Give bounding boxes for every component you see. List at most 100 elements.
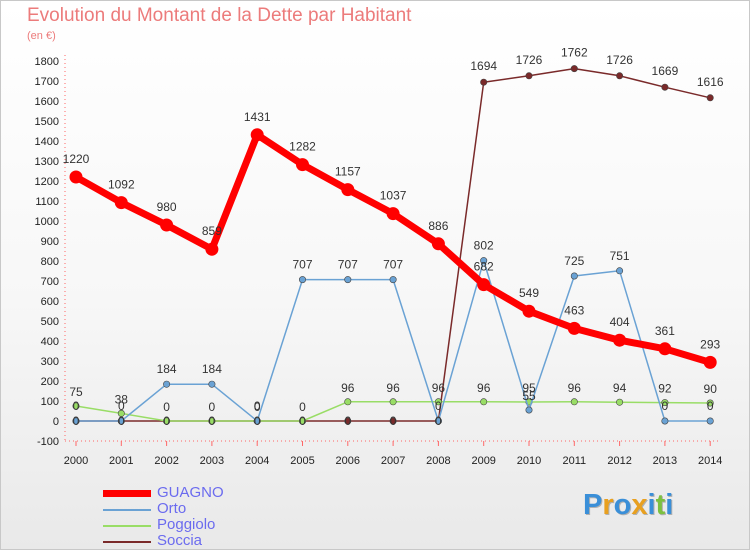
data-label-orto: 802 xyxy=(474,239,494,253)
data-label-orto: 0 xyxy=(73,399,80,413)
data-label-orto: 707 xyxy=(292,258,312,272)
data-label-orto: 725 xyxy=(564,254,584,268)
data-label-soccia: 1694 xyxy=(470,59,497,73)
data-point-orto xyxy=(72,417,80,425)
data-point-soccia xyxy=(570,65,578,73)
data-label-poggiolo: 96 xyxy=(386,381,400,395)
x-tick-label: 2004 xyxy=(245,455,269,467)
legend-label: Orto xyxy=(157,500,187,517)
data-label-orto: 184 xyxy=(202,362,222,376)
data-point-soccia xyxy=(525,72,533,80)
data-label-guagno: 682 xyxy=(474,260,494,274)
x-tick-label: 2014 xyxy=(698,455,722,467)
y-tick-label: 1300 xyxy=(35,156,59,168)
data-point-poggiolo xyxy=(389,398,397,406)
x-tick-label: 2008 xyxy=(426,455,450,467)
data-label-soccia: 1726 xyxy=(606,53,633,67)
data-label-guagno: 404 xyxy=(610,315,630,329)
data-label-orto: 707 xyxy=(338,258,358,272)
x-tick-label: 2002 xyxy=(154,455,178,467)
legend-item-orto: Orto xyxy=(103,500,363,518)
data-label-guagno: 980 xyxy=(157,200,177,214)
data-point-orto xyxy=(616,267,624,275)
data-point-poggiolo xyxy=(616,398,624,406)
data-label-orto: 707 xyxy=(383,258,403,272)
data-label-poggiolo: 95 xyxy=(522,381,536,395)
data-point-guagno xyxy=(477,278,491,292)
logo-letter: o xyxy=(613,489,632,521)
legend: GUAGNO Orto Poggiolo Soccia xyxy=(103,485,363,549)
data-point-soccia xyxy=(344,417,352,425)
y-tick-label: 800 xyxy=(41,256,59,268)
data-point-guagno xyxy=(567,321,581,335)
y-tick-label: 600 xyxy=(41,296,59,308)
y-tick-label: -100 xyxy=(37,436,59,448)
data-label-poggiolo: 0 xyxy=(209,400,216,414)
data-point-orto xyxy=(434,417,442,425)
data-label-soccia: 0 xyxy=(435,414,442,428)
data-point-guagno xyxy=(205,242,219,256)
data-point-orto xyxy=(661,417,669,425)
data-point-orto xyxy=(480,257,488,265)
x-tick-label: 2005 xyxy=(290,455,314,467)
data-label-guagno: 1157 xyxy=(335,165,361,179)
logo-letter: i xyxy=(665,489,674,521)
data-label-poggiolo: 96 xyxy=(341,381,355,395)
data-point-poggiolo xyxy=(117,409,125,417)
data-label-poggiolo: 0 xyxy=(254,400,261,414)
data-point-guagno xyxy=(658,342,672,356)
logo-letter: t xyxy=(655,489,666,521)
data-label-poggiolo: 0 xyxy=(163,400,170,414)
data-point-guagno xyxy=(431,237,445,251)
x-tick-label: 2013 xyxy=(653,455,677,467)
y-tick-label: 900 xyxy=(41,236,59,248)
data-point-guagno xyxy=(613,333,627,347)
data-point-poggiolo xyxy=(344,398,352,406)
data-label-soccia: 0 xyxy=(390,414,397,428)
x-tick-label: 2007 xyxy=(381,455,405,467)
y-tick-label: 100 xyxy=(41,396,59,408)
data-point-orto xyxy=(208,380,216,388)
data-point-poggiolo xyxy=(72,402,80,410)
data-point-guagno xyxy=(250,128,264,142)
legend-swatch xyxy=(103,509,151,511)
data-point-poggiolo xyxy=(570,398,578,406)
chart-unit: (en €) xyxy=(27,30,56,42)
data-point-guagno xyxy=(703,355,717,369)
data-point-guagno xyxy=(341,183,355,197)
data-label-orto: 0 xyxy=(435,399,442,413)
data-point-orto xyxy=(706,417,714,425)
data-label-guagno: 859 xyxy=(202,224,222,238)
logo-letter: x xyxy=(631,489,648,521)
data-label-soccia: 0 xyxy=(344,414,351,428)
data-point-orto xyxy=(117,417,125,425)
data-label-orto: 751 xyxy=(610,249,630,263)
data-label-guagno: 549 xyxy=(519,286,539,300)
data-point-poggiolo xyxy=(163,417,171,425)
legend-swatch xyxy=(103,490,151,497)
data-label-orto: 0 xyxy=(254,399,261,413)
data-point-orto xyxy=(389,276,397,284)
data-label-guagno: 1037 xyxy=(380,189,407,203)
data-point-poggiolo xyxy=(208,417,216,425)
data-point-soccia xyxy=(661,83,669,91)
data-label-soccia: 0 xyxy=(163,414,170,428)
legend-label: Soccia xyxy=(157,532,203,549)
data-label-soccia: 1616 xyxy=(697,75,724,89)
x-tick-label: 2010 xyxy=(517,455,541,467)
data-label-poggiolo: 0 xyxy=(299,400,306,414)
data-label-orto: 0 xyxy=(707,399,714,413)
data-point-orto xyxy=(253,417,261,425)
data-label-poggiolo: 94 xyxy=(613,381,627,395)
data-label-orto: 184 xyxy=(157,362,177,376)
data-label-soccia: 0 xyxy=(299,414,306,428)
x-tick-label: 2003 xyxy=(200,455,224,467)
x-tick-label: 2009 xyxy=(471,455,495,467)
data-label-soccia: 0 xyxy=(73,414,80,428)
legend-item-poggiolo: Poggiolo xyxy=(103,517,363,534)
y-tick-label: 1400 xyxy=(35,136,59,148)
data-point-soccia xyxy=(616,72,624,80)
data-label-poggiolo: 96 xyxy=(477,381,491,395)
